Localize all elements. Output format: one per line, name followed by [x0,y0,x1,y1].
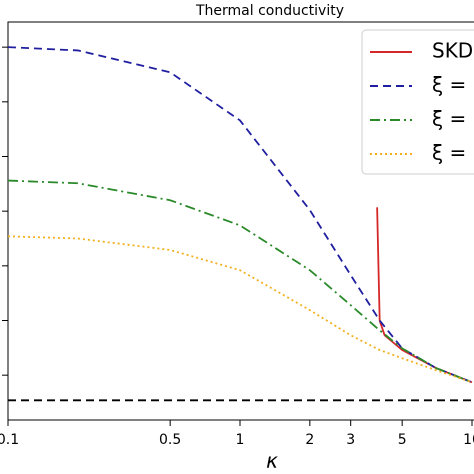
plot-frame [7,21,474,421]
legend-box [361,29,474,175]
legend-label: ξ = [432,73,466,97]
legend-label: ξ = [432,107,466,131]
x-tick-label: 1 [236,432,245,448]
x-tick-label: 3 [346,432,355,448]
legend-label: SKD [432,39,473,63]
x-tick-label: 0.1 [0,432,19,448]
legend-label: ξ = [432,141,466,165]
x-tick-label: 2 [305,432,314,448]
x-axis-label: κ [266,449,278,473]
series-line [376,207,473,384]
x-tick-label: 0.5 [159,432,181,448]
x-tick-label: 10 [463,432,474,448]
x-tick-label: 5 [398,432,407,448]
series-line [7,235,473,384]
series-line [7,179,473,384]
chart-title: Thermal conductivity [195,3,344,19]
